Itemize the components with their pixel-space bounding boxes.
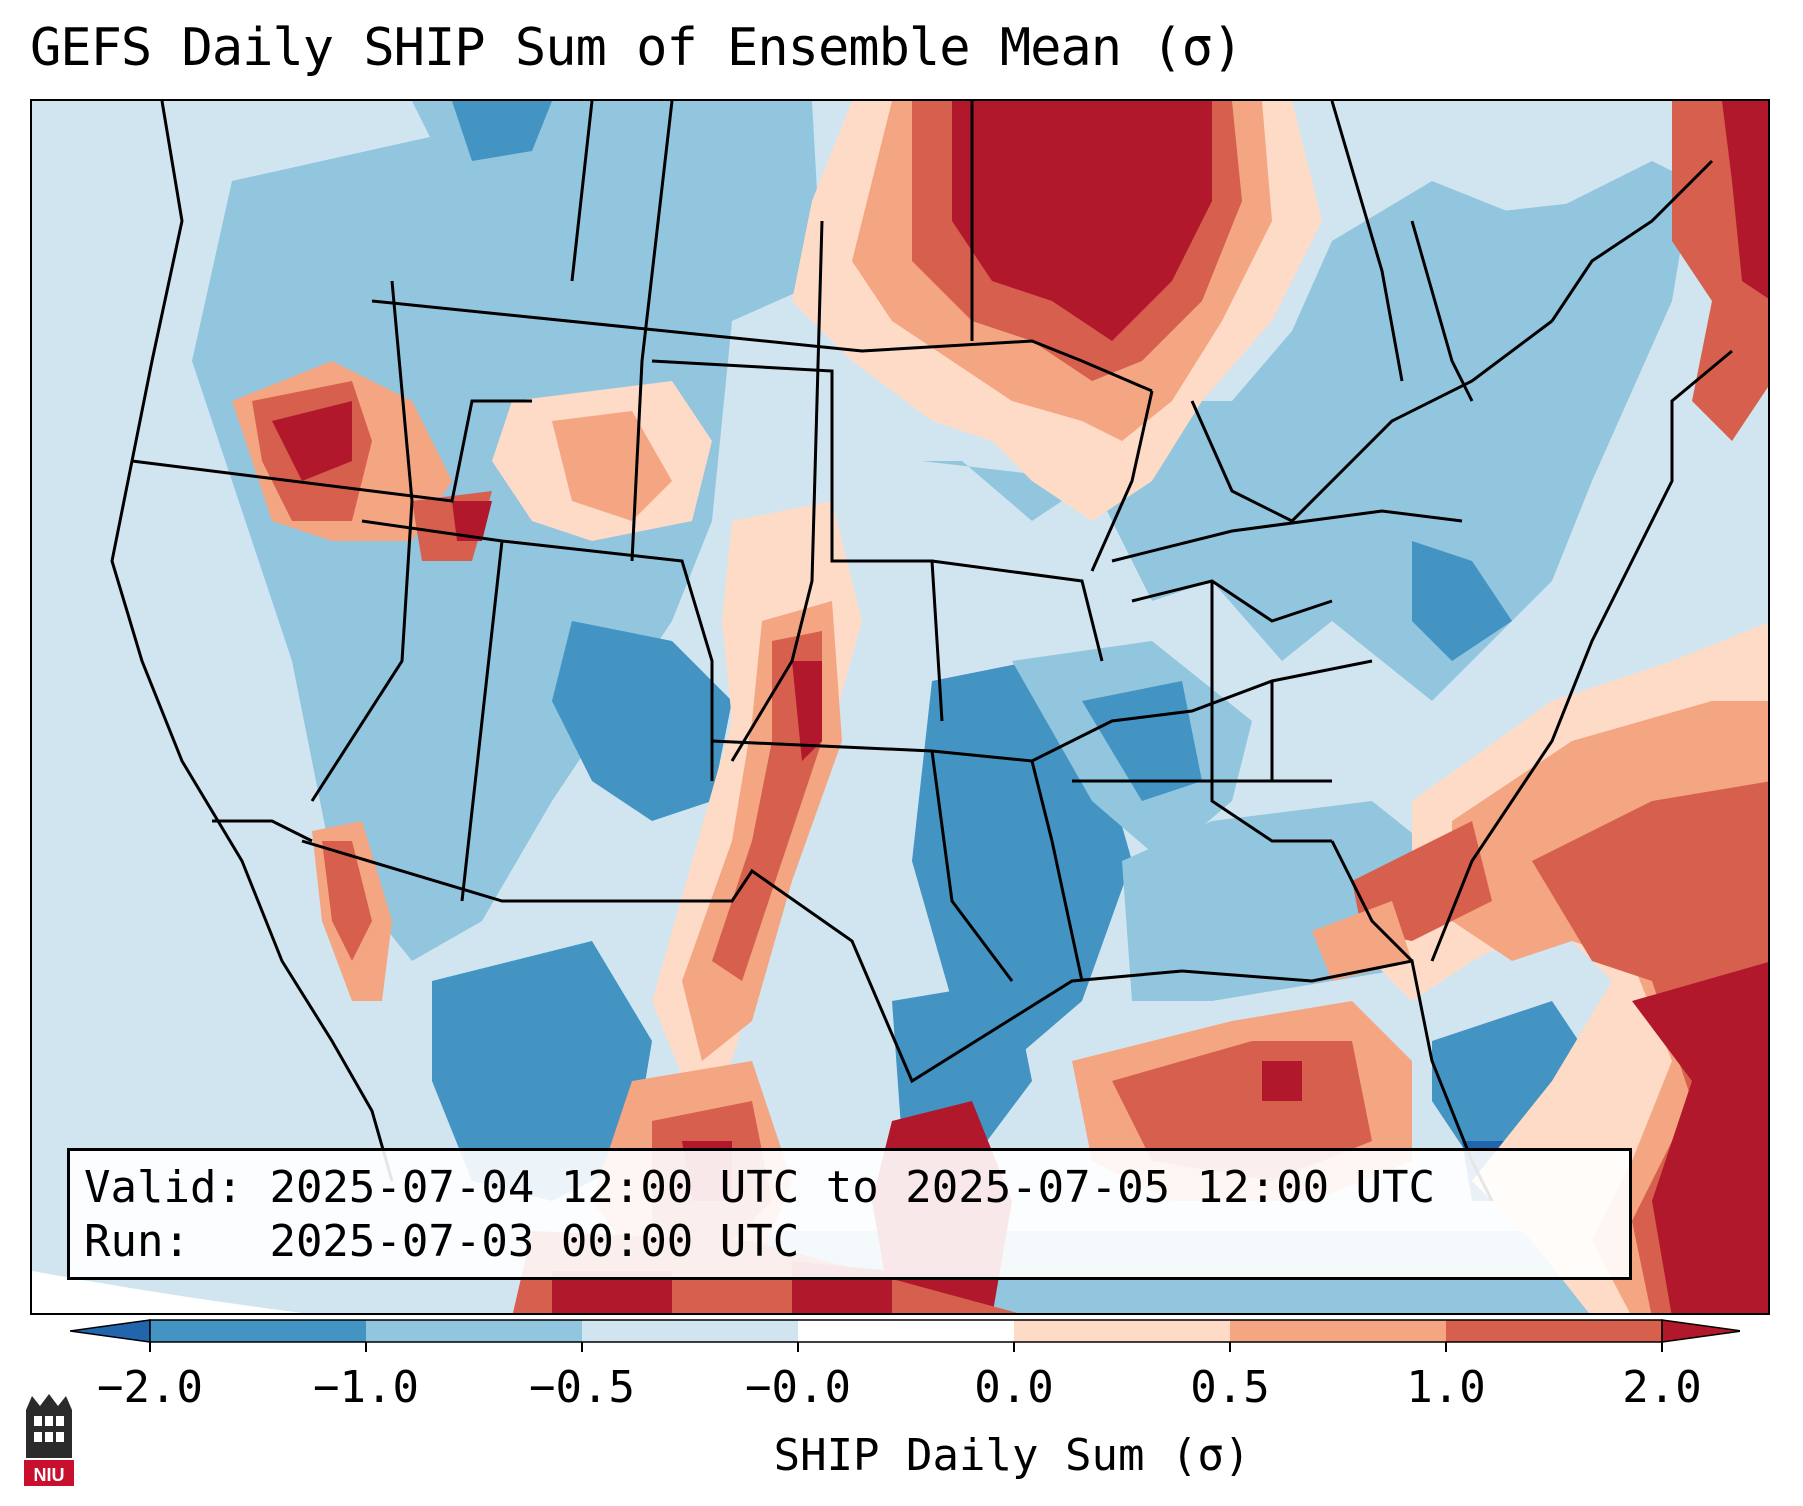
colorbar-segment — [798, 1320, 1015, 1342]
colorbar-label: SHIP Daily Sum (σ) — [773, 1430, 1251, 1481]
niu-logo: NIU — [24, 1394, 74, 1486]
page-title: GEFS Daily SHIP Sum of Ensemble Mean (σ) — [30, 18, 1243, 78]
negative-anomaly-regions — [192, 101, 1692, 1313]
colorbar-tick-label: −0.5 — [529, 1362, 635, 1413]
boundaries — [110, 101, 1733, 1202]
valid-label: Valid: — [84, 1162, 243, 1213]
colorbar — [70, 1319, 1740, 1352]
niu-logo-text: NIU — [34, 1465, 65, 1485]
colorbar-tick-label: −2.0 — [97, 1362, 203, 1413]
colorbar-tick-label: −1.0 — [313, 1362, 419, 1413]
colorbar-tick-label: 2.0 — [1622, 1362, 1702, 1413]
shaded-field-map — [32, 101, 1768, 1313]
colorbar-tick-label: 0.5 — [1190, 1362, 1270, 1413]
colorbar-segment — [1014, 1320, 1231, 1342]
colorbar-segment — [1230, 1320, 1447, 1342]
colorbar-extend-high — [1661, 1319, 1740, 1343]
colorbar-tick-label: −0.0 — [745, 1362, 851, 1413]
info-box: Valid: 2025-07-04 12:00 UTC to 2025-07-0… — [67, 1148, 1632, 1280]
colorbar-segment — [366, 1320, 583, 1342]
run-value: 2025-07-03 00:00 UTC — [269, 1216, 800, 1267]
colorbar-segment — [582, 1320, 799, 1342]
run-label: Run: — [84, 1216, 190, 1267]
colorbar-tick-label: 1.0 — [1406, 1362, 1486, 1413]
colorbar-segment — [1446, 1320, 1663, 1342]
colorbar-tick-label: 0.0 — [974, 1362, 1054, 1413]
map-panel — [30, 99, 1770, 1315]
colorbar-segment — [150, 1320, 367, 1342]
valid-value: 2025-07-04 12:00 UTC to 2025-07-05 12:00… — [269, 1162, 1436, 1213]
colorbar-outline — [149, 1319, 1663, 1343]
colorbar-extend-low — [70, 1319, 151, 1343]
